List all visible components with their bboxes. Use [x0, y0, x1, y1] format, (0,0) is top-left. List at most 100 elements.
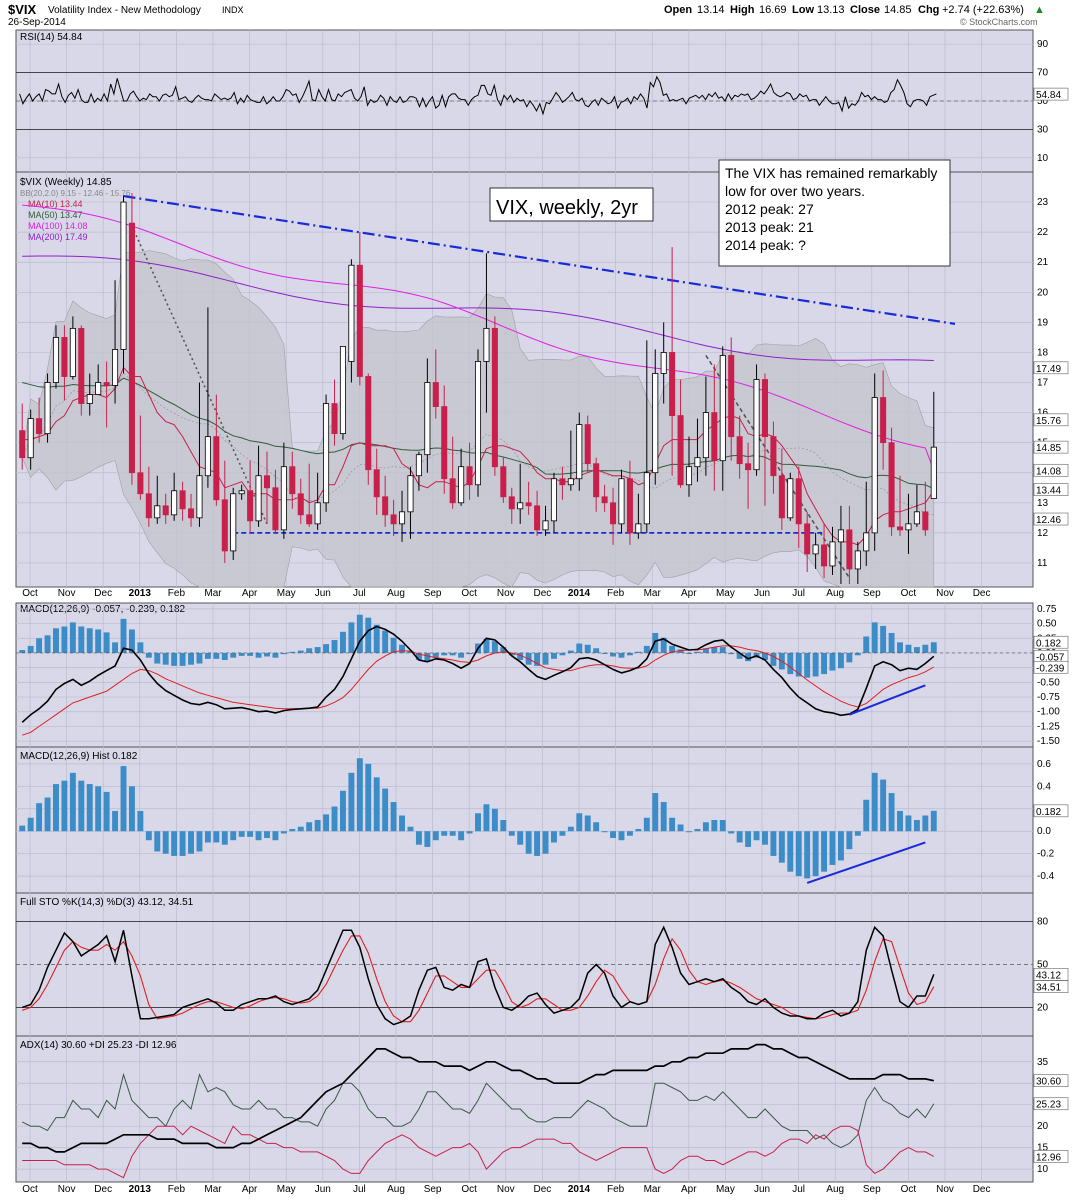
sto-d-line	[22, 935, 935, 1023]
candle-body	[339, 346, 346, 435]
macd-hist-bar	[669, 645, 676, 653]
candle-body	[407, 475, 414, 513]
hist-tick-label: 0.6	[1037, 759, 1051, 770]
candle-body	[593, 463, 600, 498]
candle-body	[103, 382, 110, 386]
macd-hist-bar	[593, 648, 600, 653]
candle-body	[880, 397, 887, 444]
hist-bar	[778, 831, 785, 863]
candle-body	[483, 327, 490, 362]
title-box-text: VIX, weekly, 2yr	[496, 197, 638, 219]
candle	[272, 469, 279, 533]
hist-bar	[204, 831, 211, 843]
macd-hist-bar	[44, 635, 51, 653]
macd-hist-bar	[534, 652, 541, 666]
adx-value-tag-label: 12.96	[1036, 1152, 1061, 1163]
macd-hist-legend: MACD(12,26,9) Hist 0.182	[20, 751, 138, 762]
hist-bar	[424, 831, 431, 847]
candle-body	[52, 336, 59, 383]
chart-date: 26-Sep-2014	[8, 17, 66, 28]
price-tick-label: 17	[1037, 378, 1049, 389]
chg-label: Chg	[918, 4, 939, 16]
macd-hist-bar	[331, 640, 338, 653]
price-value-tag-label: 17.49	[1036, 364, 1061, 375]
candle-body	[610, 502, 617, 525]
price-value-tag-label: 13.44	[1036, 486, 1061, 497]
candle	[669, 247, 676, 476]
hist-bar	[593, 822, 600, 832]
candle-body	[804, 523, 811, 555]
x-axis-label: Dec	[973, 588, 991, 599]
instrument-name: Volatility Index - New Methodology	[48, 5, 201, 16]
hist-bar	[677, 824, 684, 832]
macd-tick-label: 0.50	[1037, 619, 1057, 630]
candle	[382, 475, 389, 527]
candle	[643, 340, 650, 533]
price-tick-label: 19	[1037, 317, 1049, 328]
price-value-tag-label: 12.46	[1036, 515, 1061, 526]
macd-hist-bar	[441, 652, 448, 656]
candle	[837, 505, 844, 584]
hist-bar	[837, 831, 844, 861]
candle-body	[137, 472, 144, 495]
x-axis-label: May	[277, 588, 296, 599]
adx-value-tag-label: 30.60	[1036, 1077, 1061, 1088]
x-axis-label: Jun	[315, 1184, 331, 1195]
candle	[356, 232, 363, 386]
hist-bar	[559, 831, 566, 836]
candle	[86, 373, 93, 416]
ma50-legend: MA(50) 13.47	[28, 210, 83, 220]
x-axis-label: Sep	[424, 588, 442, 599]
candle	[112, 280, 119, 404]
x-axis-label: May	[716, 588, 735, 599]
candle-body	[517, 502, 524, 510]
x-axis-label: May	[277, 1184, 296, 1195]
hist-bar	[179, 831, 186, 856]
candle-body	[128, 222, 135, 474]
x-axis-label: Mar	[644, 588, 662, 599]
minus-di-line	[22, 1125, 935, 1179]
hist-bar	[888, 793, 895, 832]
candle	[491, 316, 498, 476]
candle-body	[576, 424, 583, 480]
x-axis-label: Dec	[534, 588, 552, 599]
hist-bar	[728, 831, 735, 834]
hist-tick-label: 0.4	[1037, 781, 1051, 792]
candle	[880, 370, 887, 470]
candle-body	[694, 457, 701, 468]
hist-bar	[432, 831, 439, 841]
hist-bar	[36, 803, 43, 832]
macd-hist-bar	[297, 650, 304, 653]
hist-bar	[112, 811, 119, 832]
candle-body	[787, 478, 794, 519]
macd-hist-bar	[643, 645, 650, 653]
hist-bar	[61, 780, 68, 832]
hist-bar	[686, 831, 692, 833]
x-axis-label: Nov	[58, 1184, 76, 1195]
candle	[365, 373, 372, 485]
candle-body	[399, 511, 406, 525]
candle	[846, 505, 853, 584]
candle	[804, 511, 811, 572]
chart-header: $VIX Volatility Index - New Methodology …	[8, 2, 1045, 28]
x-axis-label: Feb	[607, 1184, 625, 1195]
ma10-legend: MA(10) 13.44	[28, 199, 83, 209]
x-axis-label: Sep	[424, 1184, 442, 1195]
price-panel: 23222120191817161514131211 $VIX (Weekly)…	[16, 159, 1069, 588]
hist-bar	[188, 831, 194, 854]
price-legend: $VIX (Weekly) 14.85	[20, 177, 112, 188]
candle-body	[365, 376, 372, 471]
candle-body	[821, 544, 828, 567]
rsi-line	[19, 75, 937, 116]
x-axis-label: Oct	[461, 1184, 477, 1195]
candle-body	[466, 466, 473, 486]
hist-tick-label: 0.0	[1037, 826, 1051, 837]
close-value: 14.85	[884, 4, 912, 16]
candle	[128, 193, 135, 485]
hist-bar	[736, 831, 743, 843]
hist-bar	[323, 814, 330, 832]
x-axis-label: Dec	[534, 1184, 552, 1195]
candle	[247, 460, 254, 533]
macd-hist-bar	[837, 652, 844, 669]
candle-body	[145, 493, 152, 519]
